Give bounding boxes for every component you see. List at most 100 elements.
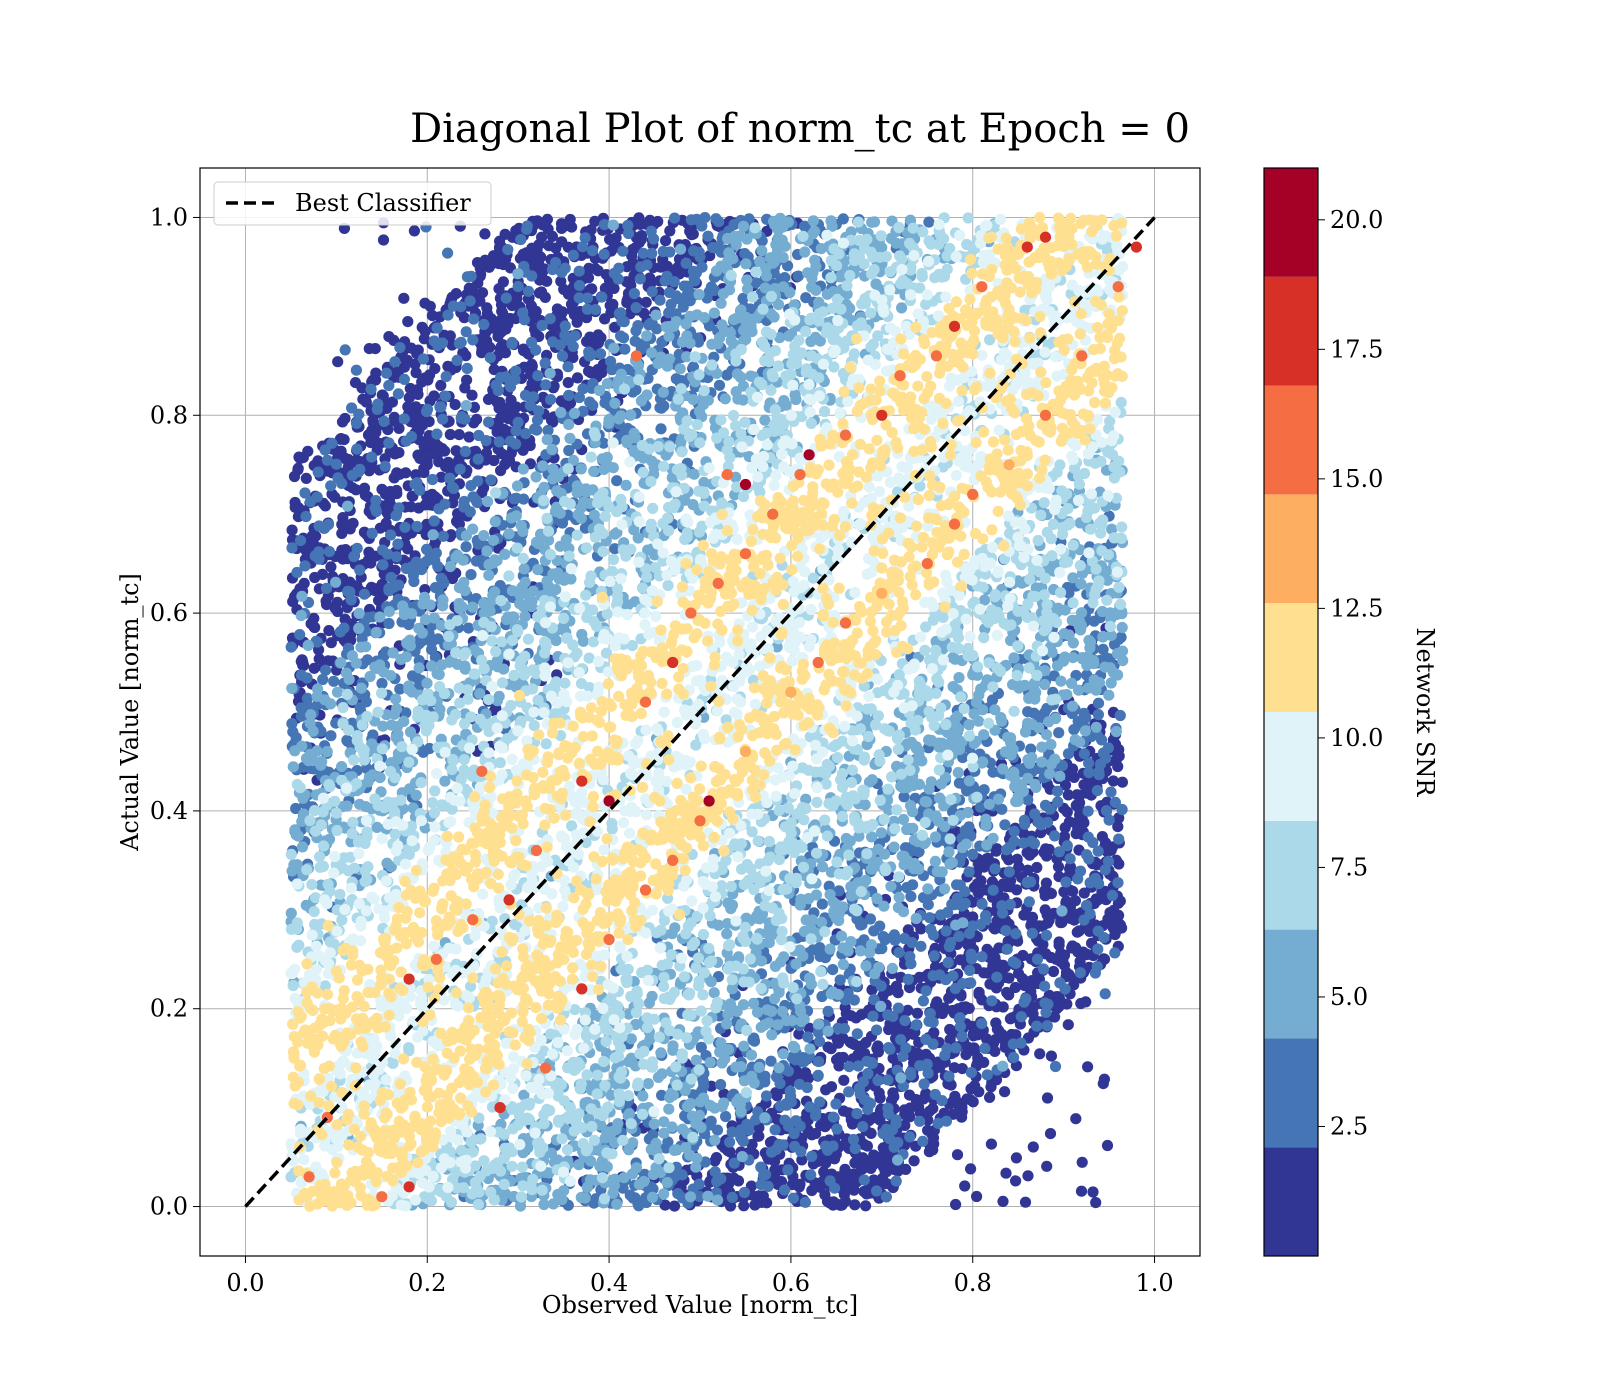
scatter-point — [338, 622, 350, 634]
scatter-point — [866, 1057, 879, 1069]
scatter-point — [738, 1040, 750, 1052]
scatter-point — [991, 1023, 1004, 1035]
scatter-point — [422, 374, 434, 386]
chart-title: Diagonal Plot of norm_tc at Epoch = 0 — [410, 106, 1190, 152]
scatter-point — [698, 312, 710, 324]
scatter-point — [865, 1162, 877, 1174]
scatter-point — [370, 374, 382, 386]
scatter-point — [410, 367, 422, 379]
scatter-point — [467, 523, 479, 535]
scatter-point — [1036, 756, 1048, 768]
scatter-point — [510, 425, 522, 437]
scatter-point — [541, 434, 553, 446]
scatter-point — [301, 672, 313, 684]
scatter-point — [1019, 818, 1031, 830]
scatter-point — [311, 745, 323, 757]
scatter-point — [1092, 709, 1104, 721]
scatter-point — [389, 356, 401, 368]
scatter-point — [732, 1175, 745, 1187]
scatter-point — [641, 389, 653, 401]
scatter-point — [813, 1056, 825, 1068]
scatter-point — [1109, 947, 1121, 959]
scatter-point — [784, 1085, 796, 1097]
scatter-point — [872, 1040, 884, 1052]
scatter-point — [824, 943, 836, 955]
scatter-point — [1093, 766, 1105, 778]
scatter-point — [533, 239, 545, 251]
scatter-point — [532, 564, 544, 576]
scatter-point — [850, 1012, 862, 1024]
scatter-point — [1059, 983, 1071, 995]
scatter-point — [535, 286, 548, 298]
scatter-point — [398, 373, 410, 385]
scatter-point — [339, 344, 351, 356]
scatter-point — [902, 1004, 914, 1017]
scatter-point — [1049, 1060, 1062, 1073]
scatter-point — [294, 535, 307, 547]
scatter-point — [669, 212, 681, 224]
scatter-point — [978, 861, 990, 873]
scatter-point — [300, 472, 312, 484]
scatter-point — [875, 1000, 887, 1013]
scatter-point — [1092, 845, 1104, 857]
scatter-point — [628, 287, 641, 300]
scatter-point — [951, 1149, 964, 1161]
scatter-point — [377, 544, 389, 556]
scatter-point — [1018, 909, 1030, 921]
scatter-point — [818, 1166, 830, 1178]
scatter-point — [485, 474, 497, 486]
scatter-point — [712, 1194, 724, 1206]
scatter-point — [322, 655, 334, 667]
scatter-point — [439, 390, 451, 402]
scatter-point — [890, 1118, 902, 1130]
scatter-point — [963, 775, 976, 787]
scatter-point — [426, 310, 438, 322]
scatter-point — [619, 343, 631, 355]
scatter-point — [945, 937, 957, 949]
scatter-point — [1043, 843, 1055, 856]
scatter-point — [895, 1072, 907, 1084]
scatter-point — [1114, 919, 1126, 931]
scatter-point — [945, 1079, 957, 1091]
scatter-point — [383, 617, 395, 630]
scatter-point — [963, 719, 975, 731]
scatter-point — [1090, 721, 1102, 733]
scatter-point — [849, 1199, 861, 1211]
scatter-point — [1113, 909, 1125, 922]
scatter-point — [1049, 830, 1061, 842]
scatter-point — [892, 987, 904, 999]
scatter-point — [652, 215, 664, 228]
scatter-point — [517, 344, 530, 357]
scatter-point — [996, 900, 1008, 912]
scatter-point — [890, 1175, 902, 1187]
scatter-point — [400, 435, 412, 447]
scatter-point — [787, 1192, 800, 1204]
scatter-point — [717, 288, 730, 300]
scatter-point — [1001, 943, 1013, 955]
scatter-point — [959, 897, 971, 910]
scatter-point — [887, 1010, 899, 1023]
scatter-point — [1003, 866, 1015, 878]
scatter-point — [670, 290, 682, 302]
scatter-point — [1078, 914, 1090, 926]
scatter-point — [332, 472, 344, 484]
scatter-point — [1066, 940, 1079, 952]
scatter-point — [762, 1180, 774, 1192]
scatter-point — [666, 1121, 678, 1133]
scatter-point — [755, 1161, 767, 1173]
scatter-point — [837, 213, 849, 225]
scatter-point — [839, 1163, 851, 1175]
scatter-point — [573, 280, 586, 292]
scatter-point — [1079, 725, 1091, 737]
scatter-point — [1076, 1156, 1088, 1168]
scatter-point — [883, 1042, 895, 1054]
scatter-point — [544, 367, 556, 379]
scatter-point — [342, 456, 354, 468]
scatter-point — [359, 489, 371, 501]
scatter-point — [1044, 1128, 1057, 1140]
scatter-point — [537, 219, 549, 231]
scatter-point — [351, 443, 363, 455]
scatter-point — [904, 1131, 916, 1143]
scatter-point — [567, 249, 580, 261]
scatter-point — [613, 262, 625, 274]
